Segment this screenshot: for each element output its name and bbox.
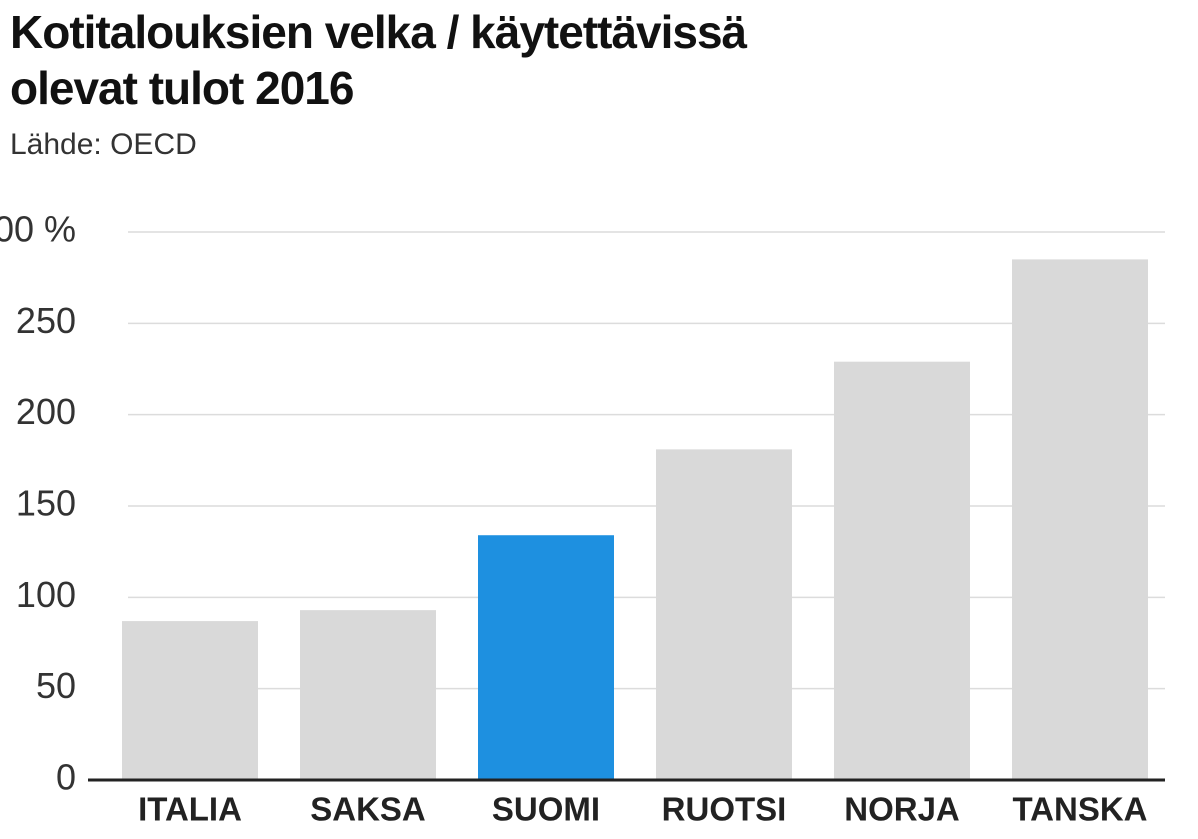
bar — [478, 535, 614, 780]
y-tick-label: 150 — [16, 483, 76, 524]
bar — [834, 361, 970, 780]
x-tick-label: TANSKA — [1012, 791, 1147, 828]
y-tick-label: 250 — [16, 300, 76, 341]
y-tick-label: 0 — [56, 757, 76, 798]
y-tick-label: 50 — [36, 665, 76, 706]
bar — [1012, 259, 1148, 780]
x-tick-label: NORJA — [844, 791, 960, 828]
x-tick-label: SUOMI — [492, 791, 600, 828]
chart-title: Kotitalouksien velka / käytettävissä ole… — [10, 6, 747, 114]
x-tick-label: SAKSA — [310, 791, 426, 828]
x-tick-label: ITALIA — [138, 791, 242, 828]
bar — [656, 449, 792, 780]
y-tick-label: 100 — [16, 574, 76, 615]
bar — [122, 621, 258, 780]
y-tick-label: 200 — [16, 391, 76, 432]
y-tick-label: 300 % — [0, 209, 76, 250]
bar — [300, 610, 436, 780]
x-tick-label: RUOTSI — [662, 791, 787, 828]
chart-subtitle: Lähde: OECD — [10, 128, 197, 161]
